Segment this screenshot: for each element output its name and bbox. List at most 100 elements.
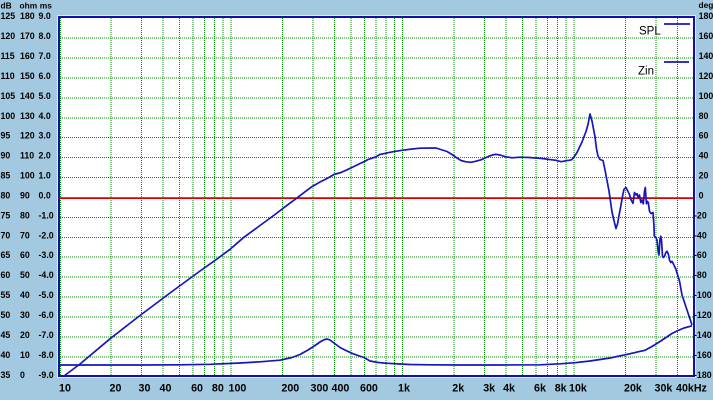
svg-text:-2.0: -2.0 (39, 230, 54, 240)
svg-text:4k: 4k (503, 383, 515, 395)
svg-text:60: 60 (699, 131, 709, 141)
svg-text:55: 55 (1, 290, 11, 300)
svg-text:9.0: 9.0 (39, 11, 51, 21)
svg-text:600: 600 (360, 383, 378, 395)
svg-text:90: 90 (20, 191, 30, 201)
svg-text:-120: -120 (694, 310, 712, 320)
svg-text:45: 45 (1, 330, 11, 340)
svg-text:115: 115 (1, 51, 15, 61)
svg-text:60: 60 (20, 250, 30, 260)
svg-text:30: 30 (139, 383, 151, 395)
svg-text:0: 0 (699, 191, 704, 201)
svg-text:90: 90 (1, 151, 11, 161)
svg-text:Zin: Zin (638, 66, 654, 78)
svg-text:180: 180 (699, 11, 713, 21)
svg-text:-5.0: -5.0 (39, 290, 54, 300)
svg-text:8k: 8k (555, 383, 567, 395)
svg-text:1k: 1k (398, 383, 410, 395)
svg-text:50: 50 (1, 310, 11, 320)
svg-text:SPL: SPL (639, 26, 661, 38)
svg-text:50: 50 (20, 270, 30, 280)
svg-text:180: 180 (20, 11, 35, 21)
svg-text:35: 35 (1, 370, 11, 380)
svg-text:60: 60 (191, 383, 203, 395)
svg-text:-3.0: -3.0 (39, 250, 54, 260)
svg-text:-100: -100 (694, 290, 712, 300)
svg-text:-8.0: -8.0 (39, 350, 54, 360)
svg-text:0: 0 (20, 370, 25, 380)
svg-text:3k: 3k (483, 383, 495, 395)
svg-text:5.0: 5.0 (39, 91, 51, 101)
svg-text:-1.0: -1.0 (39, 210, 54, 220)
svg-text:70: 70 (20, 230, 30, 240)
svg-text:20: 20 (20, 330, 30, 340)
svg-text:105: 105 (1, 91, 16, 101)
svg-text:30k: 30k (655, 383, 673, 395)
svg-text:-4.0: -4.0 (39, 270, 54, 280)
svg-text:400: 400 (332, 383, 350, 395)
svg-text:200: 200 (281, 383, 299, 395)
svg-text:110: 110 (20, 151, 34, 161)
svg-text:80: 80 (20, 210, 30, 220)
svg-text:ohm: ohm (20, 1, 38, 11)
svg-text:-80: -80 (694, 270, 707, 280)
svg-text:3.0: 3.0 (39, 131, 51, 141)
svg-text:140: 140 (20, 91, 35, 101)
svg-text:60: 60 (1, 270, 11, 280)
svg-text:80: 80 (699, 111, 709, 121)
svg-text:75: 75 (1, 210, 11, 220)
svg-text:2k: 2k (452, 383, 464, 395)
svg-text:dB: dB (1, 1, 12, 11)
svg-text:10k: 10k (569, 383, 587, 395)
svg-text:150: 150 (20, 71, 35, 81)
svg-text:80: 80 (1, 191, 11, 201)
svg-text:120: 120 (20, 131, 35, 141)
svg-text:40: 40 (1, 350, 11, 360)
svg-text:100: 100 (699, 91, 713, 101)
svg-text:300: 300 (311, 383, 329, 395)
svg-text:40kHz: 40kHz (676, 383, 707, 395)
svg-text:10: 10 (20, 350, 30, 360)
svg-text:140: 140 (699, 51, 713, 61)
svg-text:deg: deg (699, 0, 713, 10)
svg-text:2.0: 2.0 (39, 151, 51, 161)
svg-text:1.0: 1.0 (39, 171, 51, 181)
svg-text:-6.0: -6.0 (39, 310, 54, 320)
svg-text:-180: -180 (694, 370, 712, 380)
svg-text:170: 170 (20, 31, 35, 41)
svg-text:7.0: 7.0 (39, 51, 51, 61)
svg-text:0.0: 0.0 (39, 191, 51, 201)
svg-text:160: 160 (20, 51, 35, 61)
svg-text:-40: -40 (694, 230, 707, 240)
svg-text:8.0: 8.0 (39, 31, 51, 41)
svg-text:-60: -60 (694, 250, 707, 260)
svg-text:85: 85 (1, 171, 11, 181)
svg-text:40: 40 (699, 151, 709, 161)
svg-text:65: 65 (1, 250, 11, 260)
svg-text:6.0: 6.0 (39, 71, 51, 81)
svg-text:6k: 6k (534, 383, 546, 395)
svg-text:100: 100 (229, 383, 247, 395)
svg-text:100: 100 (1, 111, 16, 121)
svg-text:20: 20 (699, 171, 709, 181)
svg-text:ms: ms (40, 1, 52, 11)
svg-text:-9.0: -9.0 (39, 370, 54, 380)
svg-text:20: 20 (110, 383, 122, 395)
svg-text:40: 40 (20, 290, 30, 300)
svg-text:80: 80 (212, 383, 224, 395)
svg-text:-20: -20 (694, 210, 707, 220)
svg-text:160: 160 (699, 31, 713, 41)
svg-text:10: 10 (59, 383, 71, 395)
svg-text:100: 100 (20, 171, 35, 181)
svg-text:130: 130 (20, 111, 35, 121)
svg-text:30: 30 (20, 310, 30, 320)
svg-text:-140: -140 (694, 330, 712, 340)
svg-text:-160: -160 (694, 350, 712, 360)
svg-text:4.0: 4.0 (39, 111, 51, 121)
svg-text:120: 120 (699, 71, 713, 81)
svg-text:120: 120 (1, 31, 16, 41)
svg-text:110: 110 (1, 71, 15, 81)
svg-text:20k: 20k (624, 383, 642, 395)
svg-text:70: 70 (1, 230, 11, 240)
svg-text:-7.0: -7.0 (39, 330, 54, 340)
